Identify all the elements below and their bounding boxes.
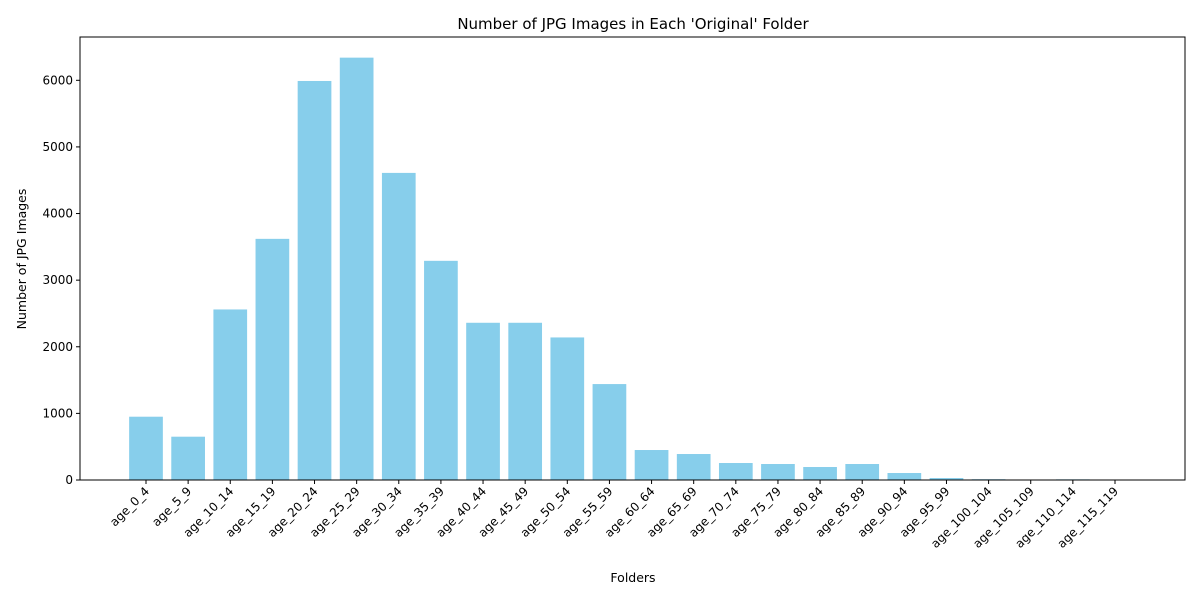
x-axis-ticks: age_0_4age_5_9age_10_14age_15_19age_20_2… [107, 480, 1121, 551]
bar-age_25_29 [339, 57, 374, 481]
y-tick-label: 2000 [42, 340, 73, 354]
chart-title: Number of JPG Images in Each 'Original' … [457, 15, 809, 33]
bar-age_60_64 [634, 450, 669, 480]
bar-age_90_94 [887, 473, 922, 480]
bar-age_20_24 [297, 80, 332, 480]
bar-age_35_39 [424, 260, 458, 480]
bar-age_65_69 [676, 454, 711, 480]
y-tick-label: 6000 [42, 73, 73, 87]
plot-frame [79, 36, 1186, 481]
y-axis-ticks: 0 1000 2000 3000 4000 5000 6000 [42, 73, 80, 487]
bar-age_55_59 [592, 384, 627, 480]
bar-age_80_84 [803, 467, 837, 480]
bars-group [129, 57, 1132, 481]
bar-age_10_14 [213, 309, 248, 480]
bar-age_95_99 [929, 478, 964, 480]
bar-age_45_49 [508, 322, 543, 480]
y-tick-label: 0 [65, 473, 73, 487]
y-tick-label: 4000 [42, 207, 73, 221]
bar-age_0_4 [129, 416, 163, 480]
y-tick-label: 1000 [42, 406, 73, 420]
y-axis-label: Number of JPG Images [14, 189, 29, 330]
bar-age_50_54 [550, 337, 585, 480]
x-tick-label: age_0_4 [107, 484, 152, 529]
bar-age_70_74 [718, 463, 753, 480]
bar-age_15_19 [255, 238, 290, 480]
bar-age_85_89 [845, 464, 880, 480]
x-axis-label: Folders [610, 570, 655, 585]
y-tick-label: 5000 [42, 140, 73, 154]
bar-age_30_34 [381, 172, 416, 480]
bar-age_75_79 [761, 464, 795, 480]
bar-age_5_9 [171, 436, 205, 480]
bar-age_40_44 [466, 322, 500, 480]
y-tick-label: 3000 [42, 273, 73, 287]
